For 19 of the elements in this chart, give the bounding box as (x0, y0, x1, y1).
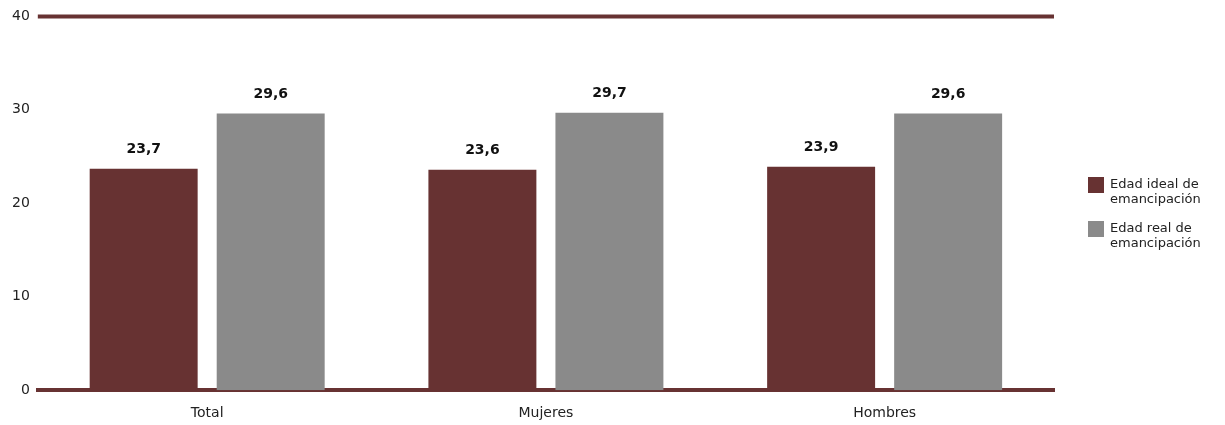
x-tick-label: Hombres (853, 404, 917, 421)
legend-label: Edad real de emancipación (1110, 219, 1202, 250)
data-label: 23,7 (126, 140, 161, 157)
y-tick-label: 20 (11, 193, 30, 210)
data-label: 29,6 (253, 85, 288, 102)
data-label: 29,7 (592, 84, 627, 101)
x-tick-label: Total (189, 404, 224, 421)
y-tick-label: 0 (20, 380, 30, 397)
legend-label: Edad ideal de emancipación (1110, 175, 1202, 206)
bar (216, 113, 325, 391)
x-tick-label: Mujeres (518, 404, 574, 421)
bar (894, 113, 1003, 391)
bar (555, 112, 664, 391)
data-label: 23,9 (803, 138, 839, 155)
data-label: 29,6 (930, 85, 966, 102)
y-tick-label: 30 (11, 100, 30, 117)
y-tick-label: 10 (11, 287, 30, 304)
y-tick-label: 40 (11, 7, 30, 24)
data-label: 23,6 (465, 141, 500, 158)
